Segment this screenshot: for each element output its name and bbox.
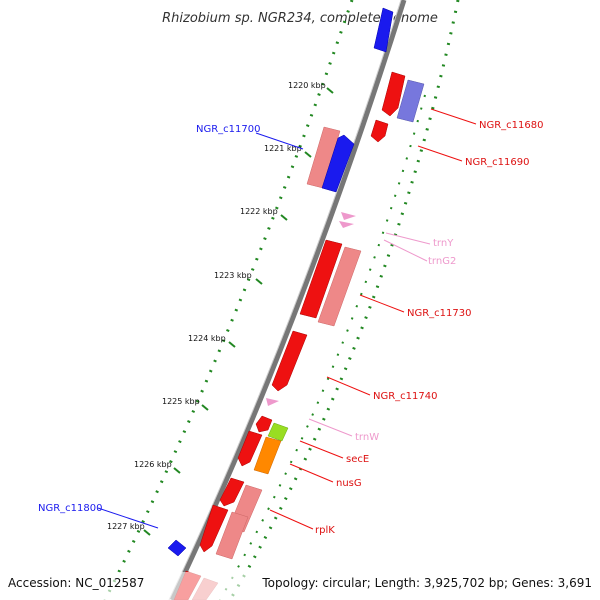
label-NGR_c11680[interactable]: NGR_c11680: [479, 120, 544, 131]
genome-backbone-highlight: [168, 0, 402, 600]
label-NGR_c11730[interactable]: NGR_c11730: [407, 308, 472, 319]
gene-trnG2[interactable]: [339, 221, 354, 228]
label-NGR_c11740[interactable]: NGR_c11740: [373, 391, 438, 402]
tick-label: 1226 kbp: [134, 460, 172, 469]
label-NGR_c11700[interactable]: NGR_c11700: [196, 124, 261, 135]
tick-label: 1225 kbp: [162, 397, 200, 406]
gene-NGR_c11730[interactable]: [299, 239, 343, 319]
middle-dotted-ring: [219, 94, 426, 600]
tick-label: 1227 kbp: [107, 522, 145, 531]
gene-NGR_c11700[interactable]: [321, 134, 355, 193]
tick-label: 1223 kbp: [214, 271, 252, 280]
footer-backdrop: [0, 572, 600, 600]
gene-NGR_c11680[interactable]: [381, 71, 406, 117]
gene-rplK-a[interactable]: [219, 477, 245, 507]
genome-backbone: [169, 0, 407, 600]
gene-rplK[interactable]: [199, 504, 229, 553]
kbp-ticks: 1220 kbp 1221 kbp 1222 kbp 1223 kbp 1224…: [107, 81, 334, 536]
topology-text: Topology: circular; Length: 3,925,702 bp…: [261, 576, 592, 590]
label-secE[interactable]: secE: [346, 454, 369, 465]
gene-NGR_c11730-light[interactable]: [317, 246, 362, 327]
outer-dotted-ring: [228, 0, 460, 600]
gene-NGR_c11680-light[interactable]: [396, 79, 425, 123]
label-NGR_c11800[interactable]: NGR_c11800: [38, 503, 103, 514]
tick-label: 1224 kbp: [188, 334, 226, 343]
gene-NGR_c11800[interactable]: [167, 539, 187, 557]
gene-small-red[interactable]: [255, 415, 273, 433]
gene-NGR_c11690[interactable]: [370, 119, 389, 143]
gene-trnW[interactable]: [266, 398, 279, 406]
gene-secE[interactable]: [267, 422, 289, 442]
gene-NGR_c11740[interactable]: [271, 330, 308, 392]
map-title: Rhizobium sp. NGR234, complete genome: [162, 11, 438, 26]
label-trnY[interactable]: trnY: [433, 238, 454, 249]
label-rplK[interactable]: rplK: [315, 525, 335, 536]
label-nusG[interactable]: nusG: [336, 478, 362, 489]
gene-rplK-light2[interactable]: [215, 511, 249, 560]
gene-trnY[interactable]: [341, 212, 356, 220]
tick-label: 1220 kbp: [288, 81, 326, 90]
label-NGR_c11690[interactable]: NGR_c11690: [465, 157, 530, 168]
label-trnG2[interactable]: trnG2: [428, 256, 456, 267]
label-trnW[interactable]: trnW: [355, 432, 379, 443]
accession-text: Accession: NC_012587: [8, 576, 144, 590]
gene-reverse-top[interactable]: [373, 7, 394, 53]
gene-nusG[interactable]: [253, 436, 282, 475]
tick-label: 1222 kbp: [240, 207, 278, 216]
tick-label: 1221 kbp: [264, 144, 302, 153]
callout-lines: [97, 108, 477, 530]
gene-red-nusG-neighbor[interactable]: [237, 430, 263, 467]
